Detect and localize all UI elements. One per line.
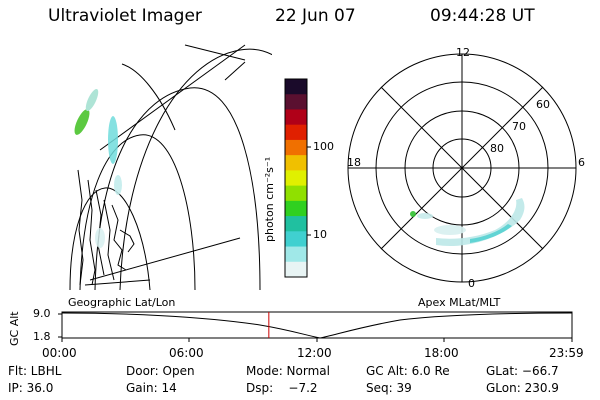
colorbar-segment	[285, 79, 307, 95]
door-status: Door: Open	[126, 364, 195, 378]
mlt-label: 0	[468, 277, 475, 290]
glat-status: GLat: −66.7	[486, 364, 559, 378]
colorbar-segment	[285, 94, 307, 110]
latitude-arc	[94, 87, 261, 290]
ip-status: IP: 36.0	[8, 381, 54, 395]
polar-panel-label: Apex MLat/MLT	[418, 296, 501, 309]
altitude-xtick: 12:00	[297, 346, 332, 360]
aurora-emission	[95, 228, 105, 248]
altitude-ytick: 9.0	[33, 307, 51, 320]
colorbar	[284, 78, 311, 278]
colorbar-segment	[285, 185, 307, 202]
aurora-emission	[74, 109, 90, 135]
meridian-line	[99, 44, 246, 151]
seq-status: Seq: 39	[366, 381, 412, 395]
aurora-emission	[410, 211, 416, 217]
altitude-ylabel: GC Alt	[8, 311, 21, 346]
colorbar-tick-label: 10	[313, 228, 327, 241]
latitude-arc	[79, 134, 196, 290]
mlat-label: 60	[536, 98, 550, 111]
colorbar-segment	[285, 246, 307, 263]
meridian-line	[89, 237, 241, 281]
altitude-xtick: 23:59	[549, 346, 584, 360]
gain-status: Gain: 14	[126, 381, 177, 395]
meridian-line	[184, 44, 246, 61]
colorbar-segment	[285, 139, 307, 156]
colorbar-unit-label: photon cm⁻²s⁻¹	[263, 156, 276, 242]
gc-alt-status: GC Alt: 6.0 Re	[366, 364, 450, 378]
geo-panel-label: Geographic Lat/Lon	[68, 296, 176, 309]
colorbar-segment	[285, 124, 307, 141]
aurora-emission	[417, 213, 433, 219]
aurora-emission	[436, 198, 525, 246]
glon-status: GLon: 230.9	[486, 381, 559, 395]
aurora-emission	[470, 224, 512, 243]
mlat-label: 70	[512, 120, 526, 133]
polar-axis	[380, 86, 544, 250]
aurora-emission	[108, 116, 118, 164]
aurora-emission	[434, 225, 466, 235]
altitude-xtick: 18:00	[424, 346, 459, 360]
mlt-label: 6	[578, 156, 585, 169]
altitude-curve	[61, 312, 573, 339]
colorbar-tick-label: 100	[313, 140, 334, 153]
meridian-line	[84, 279, 151, 286]
filter-status: Flt: LBHL	[8, 364, 62, 378]
mlt-label: 18	[347, 156, 361, 169]
altitude-xtick: 06:00	[169, 346, 204, 360]
mlat-label: 80	[490, 142, 504, 155]
dsp-status: Dsp: −7.2	[246, 381, 318, 395]
altitude-xtick: 00:00	[42, 346, 77, 360]
meridian-line	[121, 63, 176, 131]
colorbar-segment	[285, 231, 307, 248]
altitude-plot	[58, 311, 573, 342]
latitude-arc	[119, 48, 272, 290]
colorbar-segment	[285, 200, 307, 217]
mode-status: Mode: Normal	[246, 364, 330, 378]
colorbar-segment	[285, 170, 307, 187]
time-label: 09:44:28 UT	[430, 6, 535, 26]
polar-plot	[347, 53, 577, 283]
aurora-emission	[85, 88, 99, 112]
meridian-line	[224, 61, 246, 81]
mlt-label: 12	[456, 46, 470, 59]
colorbar-segment	[285, 216, 307, 232]
instrument-title: Ultraviolet Imager	[48, 6, 202, 26]
colorbar-segment	[285, 261, 307, 278]
date-label: 22 Jun 07	[275, 6, 356, 26]
latitude-arc	[69, 187, 151, 290]
altitude-ytick: 1.8	[33, 330, 51, 343]
colorbar-segment	[285, 109, 307, 126]
aurora-emission	[114, 175, 122, 195]
colorbar-segment	[285, 155, 307, 171]
